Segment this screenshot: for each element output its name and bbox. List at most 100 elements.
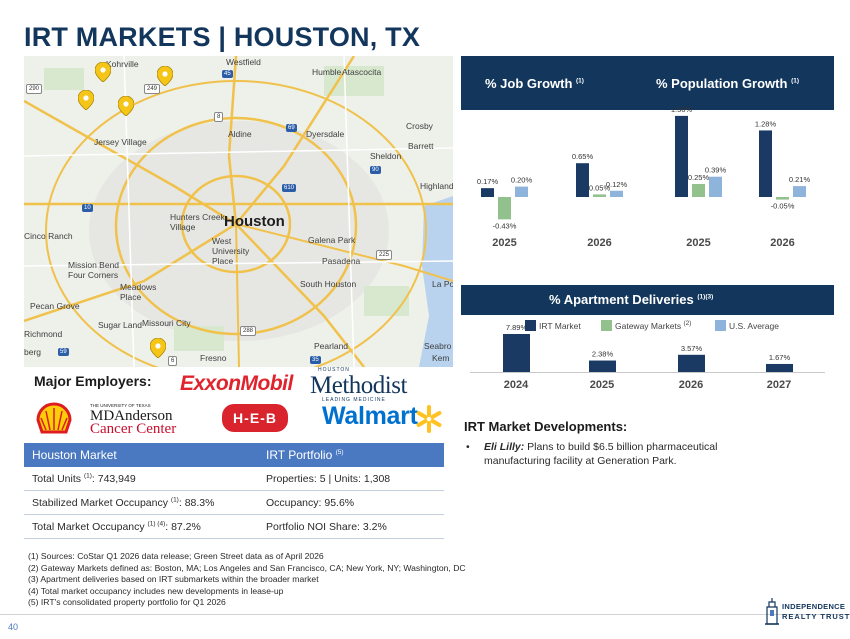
data-label: 0.20% bbox=[511, 176, 533, 185]
header-houston-market: Houston Market bbox=[32, 448, 117, 462]
legend-swatch bbox=[715, 320, 726, 331]
map-label-barrett: Barrett bbox=[408, 141, 434, 151]
page-title: IRT MARKETS | HOUSTON, TX bbox=[24, 22, 421, 52]
data-label: 0.12% bbox=[606, 180, 628, 189]
data-label: 0.17% bbox=[477, 177, 499, 186]
chart-bar bbox=[793, 186, 806, 197]
map-label-fresno: Fresno bbox=[200, 353, 227, 363]
map-pin-icon[interactable] bbox=[78, 90, 94, 110]
legend-label: Gateway Markets (2) bbox=[615, 320, 691, 331]
map-label-pecan-grove: Pecan Grove bbox=[30, 301, 80, 311]
job-growth-title-text: % Job Growth bbox=[485, 76, 573, 91]
development-text: Eli Lilly: Plans to build $6.5 billion p… bbox=[484, 440, 784, 468]
population-growth-title-text: % Population Growth bbox=[656, 76, 788, 91]
highway-8-shield: 8 bbox=[214, 112, 224, 122]
highway-45-shield: 45 bbox=[222, 70, 233, 78]
page-number: 40 bbox=[8, 622, 19, 632]
chart-bar bbox=[589, 360, 616, 372]
walmart-spark-icon bbox=[416, 405, 442, 433]
category-label: 2025 bbox=[492, 237, 516, 249]
mda-top-text: THE UNIVERSITY OF TEXAS bbox=[90, 403, 151, 408]
cell-label: Total Market Occupancy bbox=[32, 521, 148, 533]
map-pin-icon[interactable] bbox=[150, 338, 166, 358]
map-label-highlands: Highlands bbox=[420, 181, 453, 191]
deliveries-title-text: % Apartment Deliveries bbox=[549, 292, 694, 307]
map-label-la-porte: La Po bbox=[432, 279, 453, 289]
category-label: 2026 bbox=[679, 379, 703, 391]
legend-swatch bbox=[601, 320, 612, 331]
exxonmobil-logo: ExxonMobil bbox=[180, 372, 293, 395]
development-description: Plans to build $6.5 billion pharmaceutic… bbox=[484, 441, 718, 467]
cell-value: : 743,949 bbox=[91, 473, 136, 485]
map-label-west-university: West University Place bbox=[212, 236, 250, 266]
data-label: 1.28% bbox=[755, 119, 777, 128]
irt-logo: INDEPENDENCE REALTY TRUST bbox=[762, 594, 850, 630]
row-noi-share: Portfolio NOI Share: 3.2% bbox=[266, 521, 387, 533]
data-label: 1.56% bbox=[671, 105, 693, 114]
chart-bar bbox=[709, 176, 722, 197]
deliveries-baseline bbox=[470, 372, 825, 373]
major-employers-heading: Major Employers: bbox=[34, 373, 152, 389]
map-label-aldine: Aldine bbox=[228, 129, 252, 139]
growth-header-band bbox=[461, 56, 834, 110]
legend-gateway-text: Gateway Markets bbox=[615, 321, 682, 331]
map-label-kemah: Kem bbox=[432, 353, 450, 363]
chart-bar bbox=[498, 197, 511, 220]
cell-value: : 87.2% bbox=[165, 521, 201, 533]
highway-35-shield: 35 bbox=[310, 356, 321, 364]
legend-label: IRT Market bbox=[539, 321, 581, 331]
irt-logo-line2: REALTY TRUST bbox=[782, 612, 850, 621]
data-label: 0.25% bbox=[688, 173, 710, 182]
map-pin-icon[interactable] bbox=[157, 66, 173, 86]
category-label: 2024 bbox=[504, 379, 529, 391]
category-label: 2025 bbox=[686, 237, 710, 249]
legend-swatch bbox=[525, 320, 536, 331]
md-anderson-logo: THE UNIVERSITY OF TEXAS MDAnderson Cance… bbox=[90, 403, 185, 437]
chart-bar bbox=[481, 188, 494, 197]
developments-heading: IRT Market Developments: bbox=[464, 419, 628, 434]
category-label: 2026 bbox=[770, 237, 794, 249]
houston-methodist-logo: HOUSTON Methodist LEADING MEDICINE bbox=[310, 367, 410, 403]
houston-map[interactable]: Houston Kohrville Westfield Humble Atasc… bbox=[24, 56, 453, 367]
chart-bar bbox=[678, 354, 705, 372]
map-label-houston: Houston bbox=[224, 213, 285, 230]
row-total-occupancy: Total Market Occupancy (1) (4): 87.2% bbox=[32, 521, 201, 533]
data-label: -0.05% bbox=[771, 202, 795, 211]
highway-610-shield: 610 bbox=[282, 184, 297, 192]
chart-bar bbox=[515, 186, 528, 197]
table-row: Total Units (1): 743,949 Properties: 5 |… bbox=[24, 467, 444, 491]
cell-label: Stabilized Market Occupancy bbox=[32, 497, 171, 509]
map-pin-icon[interactable] bbox=[118, 96, 134, 116]
chart-bar bbox=[576, 163, 589, 197]
row-occupancy: Occupancy: 95.6% bbox=[266, 497, 355, 509]
mda-name: MDAnderson bbox=[90, 408, 173, 424]
data-label: 0.21% bbox=[789, 175, 811, 184]
map-label-seabrook: Seabro bbox=[424, 341, 452, 351]
highway-290-shield: 290 bbox=[26, 84, 43, 94]
cell-sup: (1) bbox=[83, 472, 92, 480]
methodist-tagline: LEADING MEDICINE bbox=[322, 397, 386, 403]
map-pin-icon[interactable] bbox=[95, 62, 111, 82]
chart-bar bbox=[766, 363, 793, 372]
map-label-four-corners: Four Corners bbox=[68, 270, 119, 280]
shell-logo-icon bbox=[36, 402, 72, 434]
map-label-kohrville: Kohrville bbox=[106, 59, 139, 69]
population-growth-title: % Population Growth (1) bbox=[656, 76, 799, 91]
legend-label: U.S. Average bbox=[729, 321, 779, 331]
map-label-galena-park: Galena Park bbox=[308, 235, 356, 245]
highway-69-shield: 69 bbox=[286, 124, 297, 132]
highway-59-shield: 59 bbox=[58, 348, 69, 356]
map-label-pearland: Pearland bbox=[314, 341, 349, 351]
mda-cancer-center: Cancer Center bbox=[90, 421, 177, 437]
header-irt-portfolio: IRT Portfolio (5) bbox=[266, 448, 344, 462]
cell-value: : 88.3% bbox=[178, 497, 215, 509]
map-label-dyersdale: Dyersdale bbox=[306, 129, 345, 139]
job-growth-sup: (1) bbox=[576, 77, 584, 85]
row-total-units: Total Units (1): 743,949 bbox=[32, 473, 136, 485]
highway-288-shield: 288 bbox=[240, 326, 257, 336]
category-label: 2027 bbox=[767, 379, 791, 391]
footnotes: (1) Sources: CoStar Q1 2026 data release… bbox=[28, 551, 466, 609]
chart-bar bbox=[776, 197, 789, 200]
irt-logo-line1: INDEPENDENCE bbox=[782, 602, 846, 611]
highway-90-shield: 90 bbox=[370, 166, 381, 174]
